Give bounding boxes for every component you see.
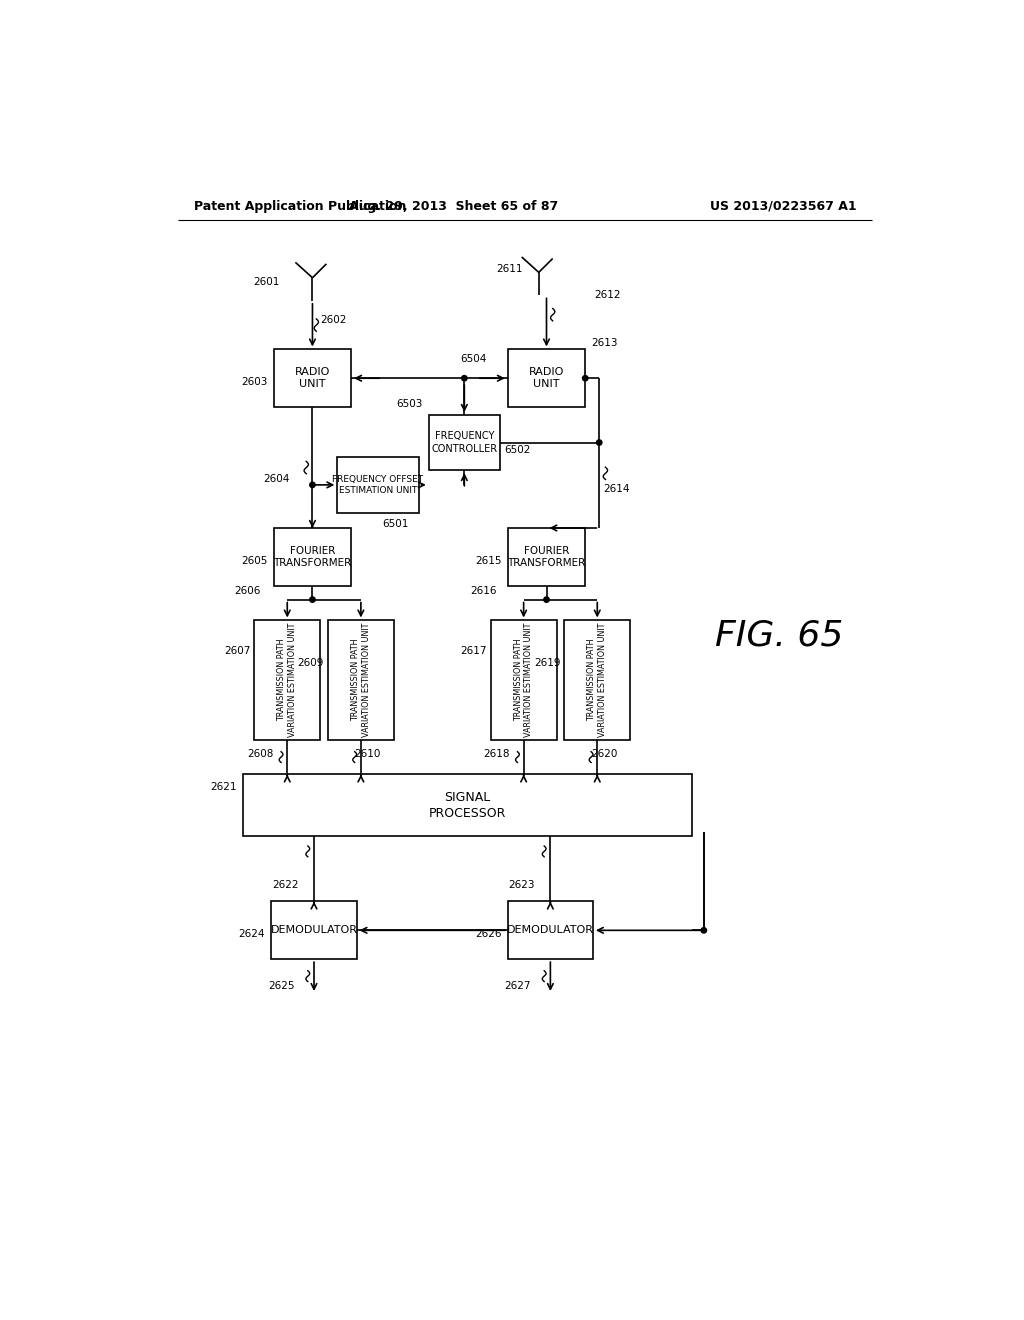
Circle shape	[597, 440, 602, 445]
Text: 2607: 2607	[224, 647, 251, 656]
Text: 2604: 2604	[263, 474, 289, 484]
Text: 2627: 2627	[505, 981, 531, 991]
Bar	[508, 902, 593, 960]
Text: 6503: 6503	[396, 399, 423, 409]
Text: 2618: 2618	[483, 748, 510, 759]
Text: 2611: 2611	[496, 264, 522, 273]
Text: 2622: 2622	[272, 880, 299, 890]
Text: TRANSMISSION PATH
VARIATION ESTIMATION UNIT: TRANSMISSION PATH VARIATION ESTIMATION U…	[351, 623, 371, 738]
Text: DEMODULATOR: DEMODULATOR	[270, 925, 357, 936]
Bar	[429, 414, 500, 470]
Text: RADIO
UNIT: RADIO UNIT	[295, 367, 330, 389]
Text: 2613: 2613	[592, 338, 617, 348]
Text: TRANSMISSION PATH
VARIATION ESTIMATION UNIT: TRANSMISSION PATH VARIATION ESTIMATION U…	[588, 623, 607, 738]
Bar	[337, 457, 419, 512]
Text: 2615: 2615	[475, 556, 502, 566]
Text: 2603: 2603	[241, 378, 267, 387]
Text: 2624: 2624	[239, 929, 265, 939]
Bar	[508, 350, 586, 407]
Circle shape	[701, 928, 707, 933]
Text: 2606: 2606	[233, 586, 260, 595]
Text: 6501: 6501	[382, 519, 409, 529]
Text: 2616: 2616	[470, 586, 497, 595]
Bar	[490, 620, 557, 739]
Text: RADIO
UNIT: RADIO UNIT	[528, 367, 564, 389]
Bar	[254, 620, 321, 739]
Bar	[273, 528, 351, 586]
Text: 6502: 6502	[504, 445, 530, 455]
Bar	[328, 620, 394, 739]
Bar	[243, 775, 692, 836]
Text: 2626: 2626	[475, 929, 502, 939]
Text: FOURIER
TRANSFORMER: FOURIER TRANSFORMER	[273, 545, 351, 568]
Circle shape	[309, 597, 315, 602]
Bar	[271, 902, 356, 960]
Text: 2605: 2605	[241, 556, 267, 566]
Text: Patent Application Publication: Patent Application Publication	[194, 199, 407, 213]
Text: 2620: 2620	[591, 748, 617, 759]
Text: TRANSMISSION PATH
VARIATION ESTIMATION UNIT: TRANSMISSION PATH VARIATION ESTIMATION U…	[514, 623, 534, 738]
Text: TRANSMISSION PATH
VARIATION ESTIMATION UNIT: TRANSMISSION PATH VARIATION ESTIMATION U…	[278, 623, 297, 738]
Text: 2619: 2619	[534, 657, 560, 668]
Text: 2610: 2610	[354, 748, 381, 759]
Text: 2609: 2609	[298, 657, 324, 668]
Text: 2614: 2614	[603, 483, 630, 494]
Bar	[273, 350, 351, 407]
Text: FREQUENCY OFFSET
ESTIMATION UNIT: FREQUENCY OFFSET ESTIMATION UNIT	[333, 475, 424, 495]
Text: 2625: 2625	[268, 981, 295, 991]
Text: FIG. 65: FIG. 65	[715, 619, 843, 653]
Text: 2621: 2621	[210, 781, 237, 792]
Text: 2612: 2612	[595, 290, 621, 301]
Text: 2623: 2623	[508, 880, 535, 890]
Circle shape	[583, 376, 588, 381]
Text: DEMODULATOR: DEMODULATOR	[507, 925, 594, 936]
Text: 2601: 2601	[254, 277, 280, 286]
Circle shape	[309, 482, 315, 487]
Circle shape	[462, 376, 467, 381]
Text: 2602: 2602	[321, 315, 346, 325]
Bar	[508, 528, 586, 586]
Bar	[564, 620, 630, 739]
Text: 2617: 2617	[461, 647, 486, 656]
Circle shape	[544, 597, 549, 602]
Text: 2608: 2608	[247, 748, 273, 759]
Text: SIGNAL
PROCESSOR: SIGNAL PROCESSOR	[429, 791, 506, 820]
Text: FOURIER
TRANSFORMER: FOURIER TRANSFORMER	[507, 545, 586, 568]
Text: Aug. 29, 2013  Sheet 65 of 87: Aug. 29, 2013 Sheet 65 of 87	[349, 199, 558, 213]
Text: FREQUENCY
CONTROLLER: FREQUENCY CONTROLLER	[431, 432, 498, 454]
Text: US 2013/0223567 A1: US 2013/0223567 A1	[710, 199, 856, 213]
Text: 6504: 6504	[461, 354, 486, 364]
